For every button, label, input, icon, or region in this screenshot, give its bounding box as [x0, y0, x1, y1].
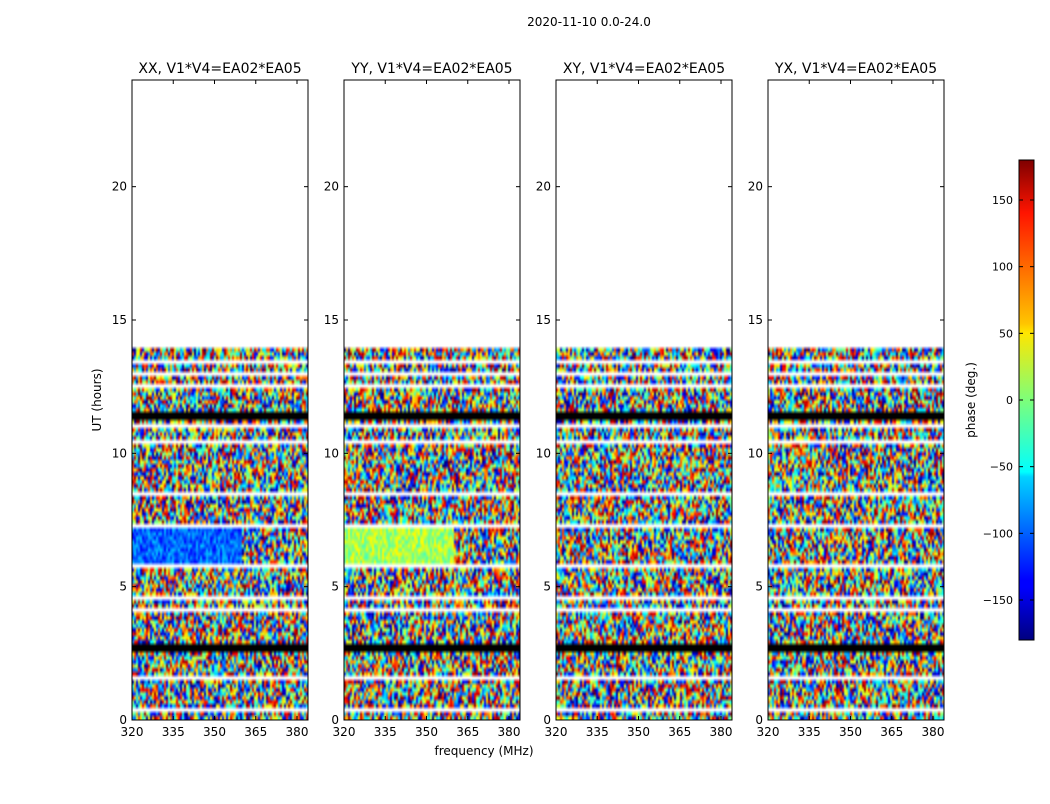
colorbar-tick-label: 150 — [992, 194, 1013, 207]
y-tick-label: 20 — [536, 180, 551, 194]
panel-heatmap — [768, 80, 944, 720]
y-tick-label: 20 — [324, 180, 339, 194]
panel-3: YX, V1*V4=EA02*EA05 320 335 350 365 380 0 5 10 15… — [748, 61, 945, 739]
y-tick-label: 10 — [536, 446, 551, 460]
y-tick-label: 15 — [536, 313, 551, 327]
y-tick-label: 10 — [112, 446, 127, 460]
x-tick-label: 365 — [456, 725, 479, 739]
x-tick-label: 350 — [627, 725, 650, 739]
y-tick-label: 5 — [755, 580, 763, 594]
panel-0: XX, V1*V4=EA02*EA05 320 335 350 365 380 0 5 10 15… — [112, 61, 309, 739]
x-tick-label: 365 — [880, 725, 903, 739]
y-axis-label: UT (hours) — [90, 368, 104, 431]
colorbar: phase (deg.) −150 −100 −50 0 50 100 150 — [964, 159, 1035, 641]
x-tick-label: 335 — [798, 725, 821, 739]
x-tick-label: 350 — [415, 725, 438, 739]
y-tick-label: 5 — [119, 580, 127, 594]
y-tick-label: 10 — [324, 446, 339, 460]
y-tick-label: 15 — [748, 313, 763, 327]
colorbar-tick-label: −50 — [990, 461, 1013, 474]
y-tick-label: 20 — [748, 180, 763, 194]
panel-2: XY, V1*V4=EA02*EA05 320 335 350 365 380 0 5 10 15… — [536, 61, 733, 739]
panel-frame — [555, 79, 733, 721]
y-tick-label: 15 — [324, 313, 339, 327]
x-tick-label: 320 — [757, 725, 780, 739]
x-axis-label: frequency (MHz) — [434, 744, 533, 758]
panel-heatmap — [132, 80, 308, 720]
x-tick-label: 365 — [244, 725, 267, 739]
panel-title: YX, V1*V4=EA02*EA05 — [774, 61, 937, 77]
colorbar-tick-label: −150 — [983, 594, 1013, 607]
x-tick-label: 320 — [333, 725, 356, 739]
panel-heatmap — [556, 80, 732, 720]
y-tick-label: 0 — [543, 713, 551, 727]
x-tick-label: 350 — [203, 725, 226, 739]
panel-1: YY, V1*V4=EA02*EA05 320 335 350 365 380 0 5 10 15… — [324, 61, 521, 739]
colorbar-tick-label: 100 — [992, 261, 1013, 274]
panel-frame — [131, 79, 309, 721]
figure-suptitle: 2020-11-10 0.0-24.0 — [527, 15, 651, 29]
colorbar-tick-label: 0 — [1006, 394, 1013, 407]
panel-frame — [767, 79, 945, 721]
y-tick-label: 10 — [748, 446, 763, 460]
panel-heatmap — [344, 80, 520, 720]
y-tick-label: 0 — [331, 713, 339, 727]
colorbar-label: phase (deg.) — [964, 362, 978, 438]
y-tick-label: 5 — [331, 580, 339, 594]
x-tick-label: 335 — [374, 725, 397, 739]
y-tick-label: 15 — [112, 313, 127, 327]
y-tick-label: 0 — [119, 713, 127, 727]
x-tick-label: 350 — [839, 725, 862, 739]
x-tick-label: 380 — [286, 725, 309, 739]
y-tick-label: 0 — [755, 713, 763, 727]
colorbar-tick-label: −100 — [983, 527, 1013, 540]
panel-title: XX, V1*V4=EA02*EA05 — [138, 61, 301, 77]
panel-title: YY, V1*V4=EA02*EA05 — [350, 61, 512, 77]
x-tick-label: 365 — [668, 725, 691, 739]
y-tick-label: 5 — [543, 580, 551, 594]
x-tick-label: 380 — [922, 725, 945, 739]
y-tick-label: 20 — [112, 180, 127, 194]
x-tick-label: 380 — [710, 725, 733, 739]
x-tick-label: 380 — [498, 725, 521, 739]
colorbar-tick-label: 50 — [999, 327, 1013, 340]
x-tick-label: 335 — [162, 725, 185, 739]
x-tick-label: 335 — [586, 725, 609, 739]
x-tick-label: 320 — [545, 725, 568, 739]
panel-frame — [343, 79, 521, 721]
x-tick-label: 320 — [121, 725, 144, 739]
panel-title: XY, V1*V4=EA02*EA05 — [563, 61, 725, 77]
